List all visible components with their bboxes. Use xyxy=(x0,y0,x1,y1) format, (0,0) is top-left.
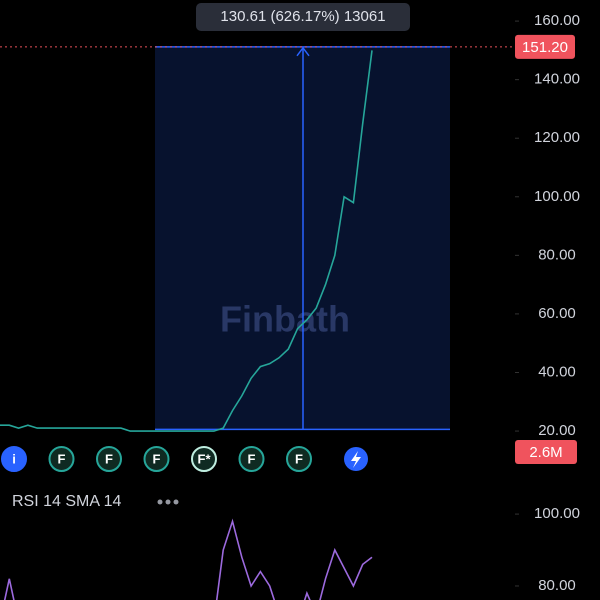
y-tick-label: 120.00 xyxy=(534,129,580,146)
y-tick-label: 160.00 xyxy=(534,12,580,29)
event-label: F* xyxy=(198,451,212,466)
y-tick-label: 80.00 xyxy=(538,577,576,594)
more-dot[interactable] xyxy=(157,499,163,505)
event-label: F xyxy=(248,451,256,466)
event-label: F xyxy=(105,451,113,466)
event-icon[interactable] xyxy=(1,446,27,472)
more-dot[interactable] xyxy=(165,499,171,505)
price-line xyxy=(3,518,373,600)
event-label: F xyxy=(58,451,66,466)
y-tick-label: 40.00 xyxy=(538,363,576,380)
y-tick-label: 140.00 xyxy=(534,71,580,88)
lightning xyxy=(351,451,361,468)
last-price-badge xyxy=(515,34,575,59)
event-label: F xyxy=(295,451,303,466)
watermark: Finbath xyxy=(220,299,350,340)
y-tick-label: 60.00 xyxy=(538,305,576,322)
y-tick-label: 20.00 xyxy=(538,422,576,439)
measure-label: 130.61 (626.17%) 13061 xyxy=(220,8,385,25)
volume-label: 2.6M xyxy=(529,444,562,461)
y-tick-label: 80.00 xyxy=(538,246,576,263)
y-tick-label: 100.00 xyxy=(534,505,580,522)
indicator-title: RSI 14 SMA 14 xyxy=(12,493,121,510)
event-icon[interactable] xyxy=(191,446,217,472)
event-icon[interactable] xyxy=(48,446,75,472)
event-icon[interactable] xyxy=(96,446,122,472)
price-line xyxy=(0,50,373,432)
event-icon[interactable] xyxy=(238,446,265,472)
event-label: i xyxy=(12,451,16,466)
last-price-label: 151.20 xyxy=(522,39,568,56)
y-tick-label: 100.00 xyxy=(534,188,580,205)
measure-badge xyxy=(196,3,410,31)
arrow-head xyxy=(296,46,310,57)
more-dot[interactable] xyxy=(173,499,179,505)
event-icon[interactable] xyxy=(286,446,312,472)
event-icon[interactable] xyxy=(143,446,170,472)
volume-badge xyxy=(515,440,577,464)
event-label: F xyxy=(153,451,161,466)
